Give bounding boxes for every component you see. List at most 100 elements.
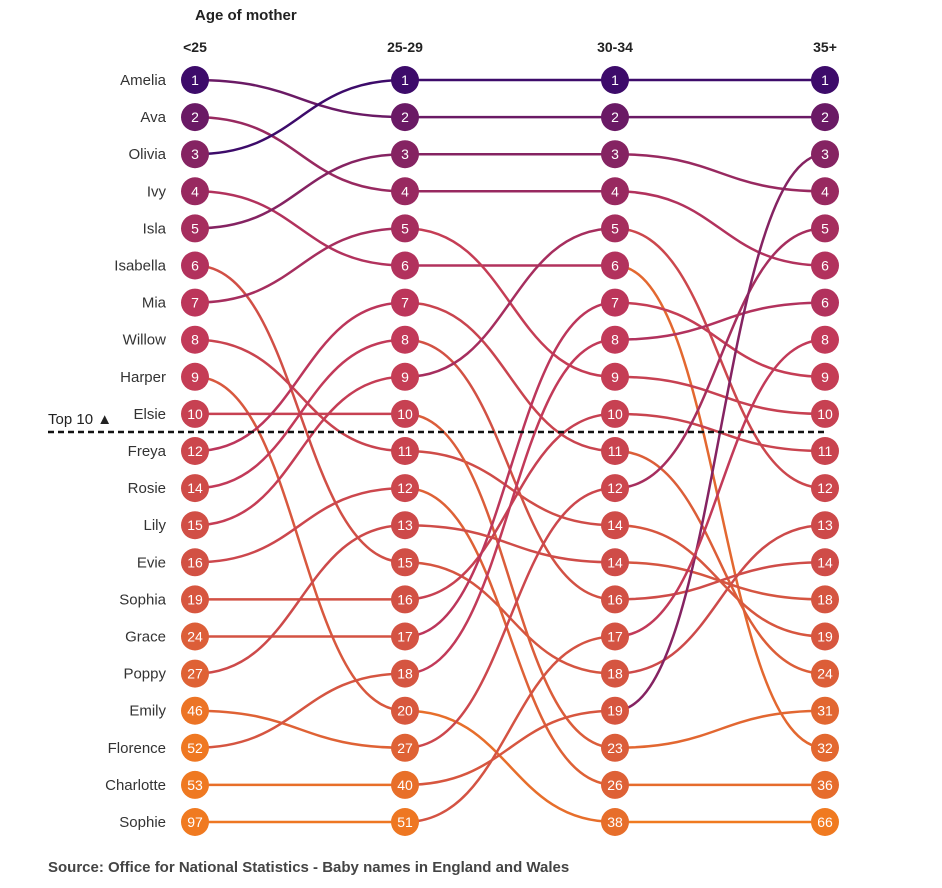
rank-marker-harper-1: 20 [391, 696, 419, 725]
line-isla-2 [614, 152, 826, 193]
rank-dot [181, 288, 209, 317]
rank-dot [811, 808, 839, 836]
rank-value: 8 [191, 332, 199, 348]
rank-value: 6 [611, 258, 619, 274]
rank-marker-freya-3: 24 [811, 659, 839, 688]
rank-value: 36 [817, 777, 833, 793]
rank-dot [811, 103, 839, 132]
line-freya-2 [614, 449, 826, 675]
rank-value: 7 [611, 295, 619, 311]
rank-dot [811, 362, 839, 391]
rank-value: 27 [187, 666, 203, 682]
rank-marker-evie-0: 16 [181, 548, 209, 577]
rank-value: 9 [611, 369, 619, 385]
rank-marker-willow-1: 11 [391, 437, 419, 465]
line-ivy-0 [194, 190, 406, 267]
name-label-rosie: Rosie [128, 480, 166, 497]
rank-dot [811, 622, 839, 651]
rank-dot [391, 585, 419, 614]
line-ava-2 [614, 190, 826, 267]
rank-marker-isabella-3: 13 [811, 511, 839, 540]
line-emily-0 [194, 709, 406, 750]
line-emily-2 [614, 227, 826, 490]
rank-dot [391, 288, 419, 317]
line-sophie-2 [614, 338, 826, 638]
rank-dot [181, 325, 209, 354]
line-evie-0 [194, 486, 406, 564]
rank-value: 38 [607, 814, 623, 830]
name-label-elsie: Elsie [133, 406, 166, 423]
rank-dot [811, 585, 839, 614]
rank-marker-florence-1: 18 [391, 659, 419, 688]
rank-marker-amelia-0: 1 [181, 66, 209, 94]
rank-dot [181, 696, 209, 725]
rank-marker-isla-2: 3 [601, 140, 629, 169]
line-florence-2 [614, 301, 826, 341]
rank-marker-isabella-1: 15 [391, 548, 419, 577]
name-label-grace: Grace [125, 629, 166, 646]
name-label-evie: Evie [137, 554, 166, 571]
top-10-label: Top 10 ▲ [48, 411, 112, 428]
rank-dot [391, 696, 419, 725]
rank-marker-freya-2: 11 [601, 437, 629, 465]
rank-dot [391, 399, 419, 428]
rank-dot [391, 733, 419, 762]
rank-value: 27 [397, 740, 413, 756]
rank-dot [601, 325, 629, 354]
rank-marker-lily-0: 15 [181, 511, 209, 540]
rank-marker-charlotte-0: 53 [181, 770, 209, 799]
name-label-sophia: Sophia [119, 591, 166, 608]
rank-marker-charlotte-1: 40 [391, 770, 419, 799]
rank-value: 1 [821, 72, 829, 88]
rank-value: 4 [191, 183, 199, 199]
column-header-35-plus: 35+ [813, 39, 837, 55]
rank-dot [391, 325, 419, 354]
rank-value: 10 [187, 406, 203, 422]
rank-marker-amelia-3: 2 [811, 103, 839, 132]
rank-dot [181, 585, 209, 614]
rank-dot [811, 474, 839, 503]
rank-dot [181, 437, 209, 465]
name-label-olivia: Olivia [128, 146, 166, 163]
rank-dot [391, 511, 419, 540]
rank-marker-charlotte-3: 3 [811, 140, 839, 169]
rank-marker-isabella-2: 18 [601, 659, 629, 688]
rank-marker-poppy-0: 27 [181, 659, 209, 688]
rank-marker-sophie-0: 97 [181, 808, 209, 836]
rank-value: 3 [611, 146, 619, 162]
rank-dot [601, 214, 629, 243]
rank-value: 12 [607, 480, 623, 496]
rank-marker-grace-0: 24 [181, 622, 209, 651]
rank-value: 11 [608, 443, 623, 459]
rank-value: 4 [611, 183, 619, 199]
rank-value: 16 [607, 591, 623, 607]
rank-dot [181, 659, 209, 688]
rank-dot [601, 437, 629, 465]
rank-dot [601, 474, 629, 503]
name-label-isabella: Isabella [114, 258, 166, 275]
name-label-ivy: Ivy [147, 183, 167, 200]
rank-marker-mia-2: 9 [601, 362, 629, 391]
name-label-harper: Harper [120, 369, 166, 386]
rank-dot [601, 66, 629, 94]
rank-dot [391, 474, 419, 503]
rank-dot [181, 511, 209, 540]
rank-marker-florence-2: 8 [601, 325, 629, 354]
rank-value: 2 [401, 109, 409, 125]
rank-marker-emily-1: 27 [391, 733, 419, 762]
rank-dot [601, 733, 629, 762]
rank-value: 32 [817, 740, 833, 756]
line-poppy-0 [194, 523, 406, 675]
rank-marker-evie-1: 12 [391, 474, 419, 503]
rank-value: 1 [191, 72, 199, 88]
rank-marker-amelia-2: 2 [601, 103, 629, 132]
rank-value: 6 [821, 295, 829, 311]
rank-dot [601, 585, 629, 614]
rank-marker-freya-1: 7 [391, 288, 419, 317]
source-note: Source: Office for National Statistics -… [48, 859, 570, 876]
rank-marker-ivy-0: 4 [181, 177, 209, 206]
rank-dot [601, 622, 629, 651]
name-label-florence: Florence [108, 740, 166, 757]
name-label-amelia: Amelia [120, 72, 167, 89]
